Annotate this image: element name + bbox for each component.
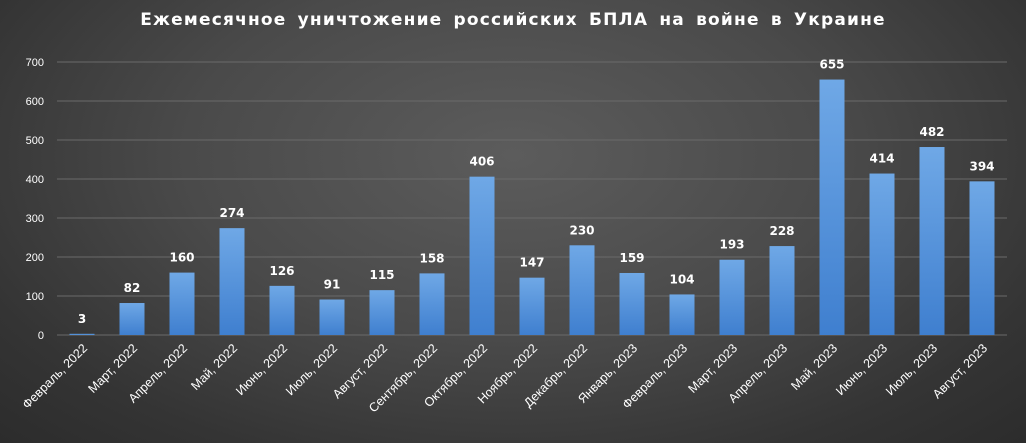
y-tick-label: 0 bbox=[38, 330, 44, 342]
y-tick-label: 300 bbox=[26, 213, 44, 225]
x-tick-label: Июнь, 2023 bbox=[833, 341, 890, 398]
bar bbox=[769, 246, 795, 335]
data-label: 82 bbox=[124, 281, 141, 295]
x-tick-label: Март, 2023 bbox=[685, 341, 740, 396]
bar bbox=[69, 333, 95, 335]
data-label: 193 bbox=[719, 238, 744, 252]
x-tick-label: Июнь, 2022 bbox=[233, 341, 290, 398]
y-tick-label: 100 bbox=[26, 291, 44, 303]
data-label: 230 bbox=[569, 223, 594, 237]
chart-title: Ежемесячное уничтожение российских БПЛА … bbox=[140, 10, 886, 30]
x-tick-label: Май, 2022 bbox=[188, 341, 240, 393]
bar bbox=[169, 272, 195, 335]
bars bbox=[69, 79, 995, 335]
bar bbox=[969, 181, 995, 335]
y-axis-ticks: 0 100 200 300 400 500 600 700 bbox=[26, 57, 44, 342]
data-label: 406 bbox=[469, 155, 494, 169]
y-tick-label: 200 bbox=[26, 252, 44, 264]
data-label: 126 bbox=[269, 264, 294, 278]
bar bbox=[819, 79, 845, 335]
x-tick-label: Март, 2022 bbox=[85, 341, 140, 396]
x-tick-label: Май, 2023 bbox=[788, 341, 840, 393]
data-label: 104 bbox=[669, 272, 694, 286]
data-label: 655 bbox=[819, 58, 844, 72]
bar bbox=[519, 277, 545, 335]
bar bbox=[119, 303, 145, 335]
data-label: 482 bbox=[919, 125, 944, 139]
bar bbox=[419, 273, 445, 335]
y-tick-label: 500 bbox=[26, 135, 44, 147]
bar bbox=[569, 245, 595, 335]
data-label: 147 bbox=[519, 256, 544, 270]
gridlines bbox=[57, 61, 1007, 336]
bar bbox=[919, 147, 945, 335]
data-label: 91 bbox=[324, 278, 341, 292]
y-tick-label: 700 bbox=[26, 57, 44, 69]
bar bbox=[319, 299, 345, 335]
bar bbox=[719, 259, 745, 335]
x-tick-label: Февраль, 2022 bbox=[20, 341, 90, 411]
data-label: 274 bbox=[219, 206, 244, 220]
data-labels: 3 82 160 274 126 91 115 158 406 147 230 159 104 193 22… bbox=[78, 58, 995, 326]
bar bbox=[269, 285, 295, 335]
y-tick-label: 600 bbox=[26, 96, 44, 108]
bar bbox=[469, 176, 495, 335]
bar bbox=[219, 228, 245, 335]
bar bbox=[619, 272, 645, 335]
bar bbox=[369, 290, 395, 335]
data-label: 3 bbox=[78, 312, 86, 326]
data-label: 158 bbox=[419, 251, 444, 265]
data-label: 228 bbox=[769, 224, 794, 238]
data-label: 115 bbox=[369, 268, 394, 282]
data-label: 414 bbox=[869, 152, 894, 166]
bar bbox=[869, 173, 895, 335]
data-label: 160 bbox=[169, 251, 194, 265]
data-label: 394 bbox=[969, 159, 994, 173]
y-tick-label: 400 bbox=[26, 174, 44, 186]
bar bbox=[669, 294, 695, 335]
data-label: 159 bbox=[619, 251, 644, 265]
